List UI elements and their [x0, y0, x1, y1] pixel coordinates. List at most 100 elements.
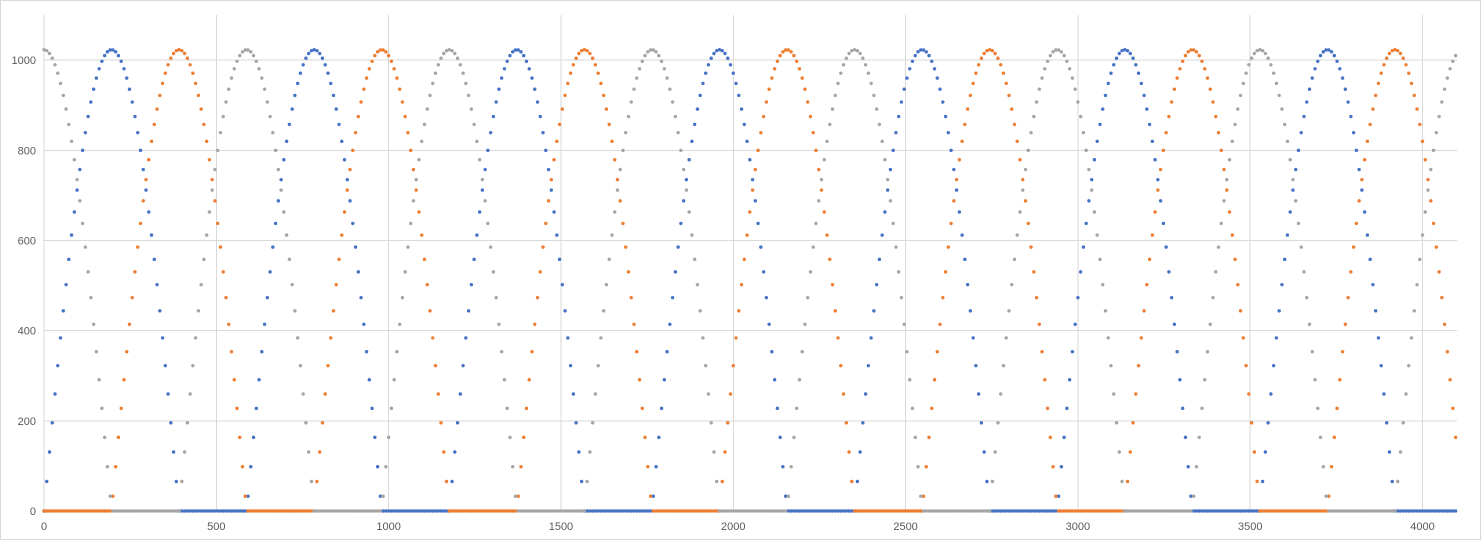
data-point: [1423, 509, 1427, 513]
data-point: [1274, 509, 1279, 513]
data-point: [855, 509, 860, 513]
data-point: [166, 392, 170, 396]
data-point: [538, 270, 542, 274]
x-tick-label: 500: [207, 521, 225, 533]
data-point: [1021, 177, 1025, 182]
data-point: [1095, 509, 1099, 513]
data-point: [1084, 509, 1088, 513]
data-point: [874, 282, 879, 287]
data-point: [61, 93, 65, 98]
data-point: [681, 509, 686, 513]
data-point: [957, 509, 962, 513]
data-point: [775, 59, 780, 63]
data-point: [1012, 509, 1017, 513]
data-point: [941, 295, 945, 300]
data-point: [249, 465, 253, 469]
data-point: [954, 188, 959, 192]
data-point: [651, 494, 656, 498]
data-point: [1340, 349, 1345, 354]
data-point: [1167, 509, 1171, 513]
data-point: [50, 509, 54, 513]
data-point: [814, 509, 818, 513]
data-point: [1208, 87, 1212, 91]
data-point: [896, 270, 901, 274]
data-point: [1040, 349, 1044, 354]
data-point: [552, 210, 556, 214]
data-point: [1280, 107, 1284, 111]
data-point: [122, 67, 126, 71]
data-point: [1145, 282, 1149, 287]
data-point: [1321, 509, 1325, 513]
data-point: [315, 479, 319, 484]
data-point: [742, 257, 746, 262]
data-point: [535, 100, 540, 104]
data-point: [1302, 509, 1306, 513]
data-point: [1387, 51, 1392, 56]
data-point: [670, 100, 675, 104]
data-point: [811, 130, 815, 135]
data-point: [709, 421, 713, 425]
data-point: [839, 363, 843, 368]
data-point: [1087, 167, 1091, 172]
data-point: [477, 210, 482, 214]
data-point: [541, 509, 545, 513]
data-point: [577, 509, 581, 513]
data-point: [1051, 50, 1055, 54]
data-point: [579, 479, 584, 484]
data-point: [53, 509, 57, 513]
data-point: [819, 509, 824, 513]
data-point: [673, 270, 678, 274]
data-point: [395, 349, 399, 354]
data-point: [279, 509, 283, 513]
data-point: [1233, 257, 1237, 262]
data-point: [1101, 282, 1105, 287]
data-point: [381, 509, 385, 513]
data-point: [1051, 465, 1055, 469]
data-point: [508, 53, 512, 58]
data-point: [359, 509, 363, 513]
data-point: [442, 450, 446, 454]
data-point: [100, 509, 104, 513]
data-point: [1277, 309, 1281, 313]
data-point: [568, 509, 573, 513]
data-point: [160, 336, 165, 340]
data-point: [987, 48, 992, 52]
data-point: [386, 435, 391, 440]
data-point: [1409, 509, 1414, 513]
data-point: [764, 295, 769, 300]
data-point: [1302, 270, 1306, 274]
data-point: [348, 199, 352, 203]
data-point: [1285, 139, 1290, 144]
data-point: [422, 257, 427, 262]
data-point: [770, 349, 774, 354]
data-point: [105, 465, 110, 469]
data-point: [1296, 221, 1301, 226]
data-point: [1012, 257, 1017, 262]
data-point: [1037, 87, 1042, 91]
data-point: [1351, 509, 1356, 513]
data-point: [1023, 167, 1028, 172]
data-point: [1420, 139, 1425, 144]
data-point: [673, 114, 678, 119]
data-point: [475, 233, 479, 237]
data-point: [502, 509, 507, 513]
data-point: [246, 48, 250, 52]
data-point: [433, 509, 438, 513]
data-point: [279, 177, 283, 182]
data-point: [599, 336, 603, 340]
data-point: [996, 56, 1000, 60]
data-point: [1145, 509, 1149, 513]
data-point: [530, 509, 534, 513]
data-point: [1415, 282, 1419, 287]
data-point: [1269, 509, 1273, 513]
data-point: [1299, 130, 1303, 135]
data-point: [1252, 509, 1257, 513]
data-point: [1098, 257, 1102, 262]
data-point: [852, 509, 857, 513]
data-point: [207, 509, 212, 513]
data-point: [657, 53, 661, 58]
data-point: [1412, 93, 1416, 98]
data-point: [149, 139, 154, 144]
data-point: [767, 87, 771, 91]
data-point: [1294, 509, 1298, 513]
